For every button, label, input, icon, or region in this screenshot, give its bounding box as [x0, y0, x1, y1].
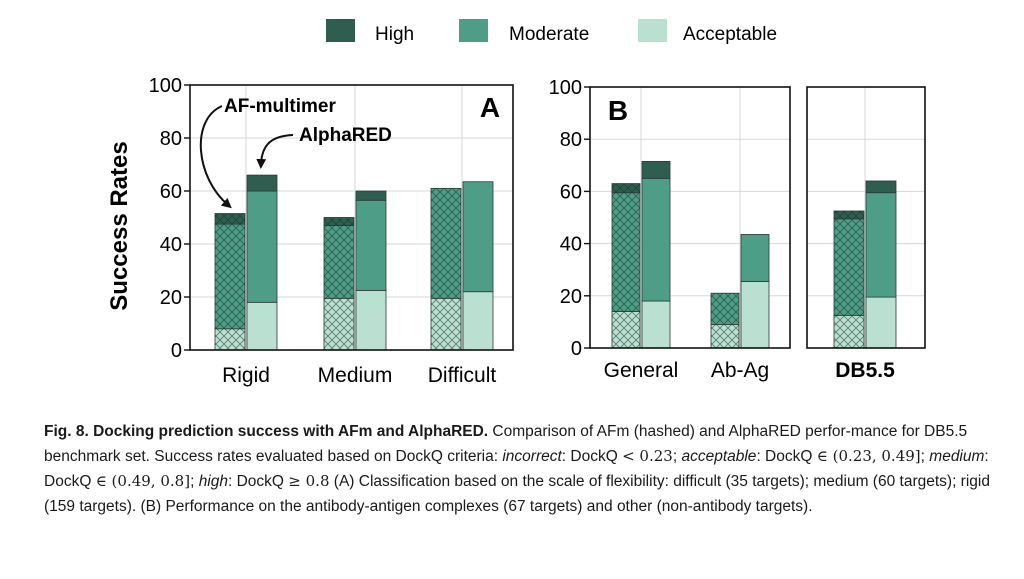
bar-afm-moderate-ab-ag-hatch: [711, 293, 739, 325]
figure-caption: Fig. 8. Docking prediction success with …: [44, 419, 1004, 519]
caption-acceptable: acceptable: [681, 448, 757, 465]
panel-label-b: B: [608, 95, 628, 126]
bar-afm-moderate-db5-5-hatch: [834, 218, 864, 316]
y-tick-label: 0: [571, 338, 582, 360]
bar-alphared-high-medium: [355, 190, 387, 201]
bar-afm-acceptable-general-hatch: [612, 311, 640, 348]
caption-text-5: ;: [920, 448, 930, 465]
legend-label-acceptable: Acceptable: [683, 24, 777, 45]
bar-afm-high-rigid-hatch: [215, 213, 245, 225]
x-tick-label-difficult: Difficult: [428, 364, 497, 387]
plot-frame: [589, 86, 791, 349]
y-tick-label: 60: [560, 181, 582, 203]
legend-label-high: High: [375, 24, 414, 45]
bar-alphared-acceptable-db5-5: [865, 296, 897, 349]
y-tick-label: 20: [160, 287, 182, 309]
legend-label-moderate: Moderate: [509, 24, 589, 45]
bar-alphared-moderate-rigid: [246, 190, 278, 303]
panel-db55: DB5.5: [806, 86, 926, 382]
caption-text-9: (A) Classification based on the scale of…: [44, 473, 990, 515]
bar-alphared-acceptable-medium: [355, 289, 387, 351]
caption-text-1: Comparison of AFm (hashed) and AlphaRED …: [44, 423, 968, 465]
caption-math-2: ∈ (0.23, 0.49]: [816, 447, 921, 465]
annotation-arrow-af-multimer: [199, 105, 232, 209]
bar-afm-acceptable-rigid-hatch: [215, 328, 245, 350]
bar-alphared-moderate-medium: [355, 199, 387, 291]
bar-afm-moderate-medium-hatch: [324, 225, 354, 299]
bar-alphared-moderate-difficult: [462, 181, 494, 293]
caption-math-3: ∈ (0.49, 0.8]: [95, 472, 191, 490]
caption-incorrect: incorrect: [502, 448, 562, 465]
legend: High Moderate Acceptable: [326, 19, 777, 45]
bar-alphared-acceptable-general: [641, 300, 671, 349]
x-tick-label-rigid: Rigid: [222, 364, 270, 387]
bar-afm-high-general-hatch: [612, 183, 640, 193]
legend-swatch-high: [326, 19, 355, 42]
y-axis-label: Success Rates: [106, 141, 133, 310]
bar-alphared-high-db5-5: [865, 180, 897, 194]
y-tick-label: 60: [160, 181, 182, 203]
x-tick-label-ab-ag: Ab-Ag: [711, 359, 769, 382]
y-tick-label: 80: [560, 129, 582, 151]
legend-swatch-moderate: [459, 19, 488, 42]
annotation-alphared: AlphaRED: [299, 125, 392, 146]
panel-b: General Ab-Ag 0 20 40 60 80 100 B: [549, 77, 791, 382]
panel-label-a: A: [480, 92, 500, 123]
bar-afm-high-medium-hatch: [324, 217, 354, 226]
bar-alphared-moderate-ab-ag: [740, 234, 770, 282]
bar-alphared-acceptable-rigid: [246, 301, 278, 351]
x-tick-label-medium: Medium: [318, 364, 393, 387]
bar-afm-high-db5-5-hatch: [834, 210, 864, 219]
caption-text-6: : DockQ: [44, 448, 989, 490]
bar-afm-acceptable-db5-5-hatch: [834, 315, 864, 348]
plot-frame: [189, 84, 514, 351]
panel-a: Rigid Medium Difficult 0 20 40 60 80 100 A: [149, 75, 514, 387]
y-tick-label: 40: [560, 234, 582, 256]
y-tick-label: 20: [560, 286, 582, 308]
bar-alphared-acceptable-ab-ag: [740, 281, 770, 349]
bar-afm-moderate-difficult-hatch: [431, 188, 461, 299]
bar-afm-moderate-general-hatch: [612, 192, 640, 312]
x-tick-label-db5-5: DB5.5: [835, 359, 895, 382]
bar-alphared-acceptable-difficult: [462, 291, 494, 351]
figure: High Moderate Acceptable Success Rates R…: [106, 19, 926, 387]
annotation-arrow-alphared: [256, 134, 294, 169]
bar-afm-acceptable-difficult-hatch: [431, 298, 461, 350]
caption-title: Fig. 8. Docking prediction success with …: [44, 423, 489, 440]
y-tick-label: 0: [171, 340, 182, 362]
bar-alphared-moderate-db5-5: [865, 192, 897, 298]
caption-text-2: : DockQ: [561, 448, 623, 465]
bar-alphared-moderate-general: [641, 177, 671, 302]
legend-swatch-acceptable: [638, 19, 667, 42]
annotation-af-multimer: AF-multimer: [224, 96, 337, 117]
bar-alphared-high-general: [641, 160, 671, 179]
caption-text-7: ;: [190, 473, 199, 490]
y-tick-label: 100: [149, 75, 182, 97]
caption-medium: medium: [929, 448, 985, 465]
caption-math-1: < 0.23: [622, 447, 673, 465]
bar-afm-moderate-rigid-hatch: [215, 224, 245, 329]
caption-text-8: : DockQ: [228, 473, 289, 490]
bar-afm-acceptable-medium-hatch: [324, 298, 354, 350]
y-tick-label: 40: [160, 234, 182, 256]
caption-text-3: ;: [672, 448, 682, 465]
caption-math-4: ≥ 0.8: [288, 472, 330, 490]
x-tick-label-general: General: [604, 359, 679, 382]
bar-afm-acceptable-ab-ag-hatch: [711, 324, 739, 348]
caption-text-4: : DockQ: [756, 448, 817, 465]
caption-high: high: [198, 473, 228, 490]
y-tick-label: 80: [160, 128, 182, 150]
bar-alphared-high-rigid: [246, 174, 278, 192]
plot-frame: [806, 86, 926, 349]
y-tick-label: 100: [549, 77, 582, 99]
